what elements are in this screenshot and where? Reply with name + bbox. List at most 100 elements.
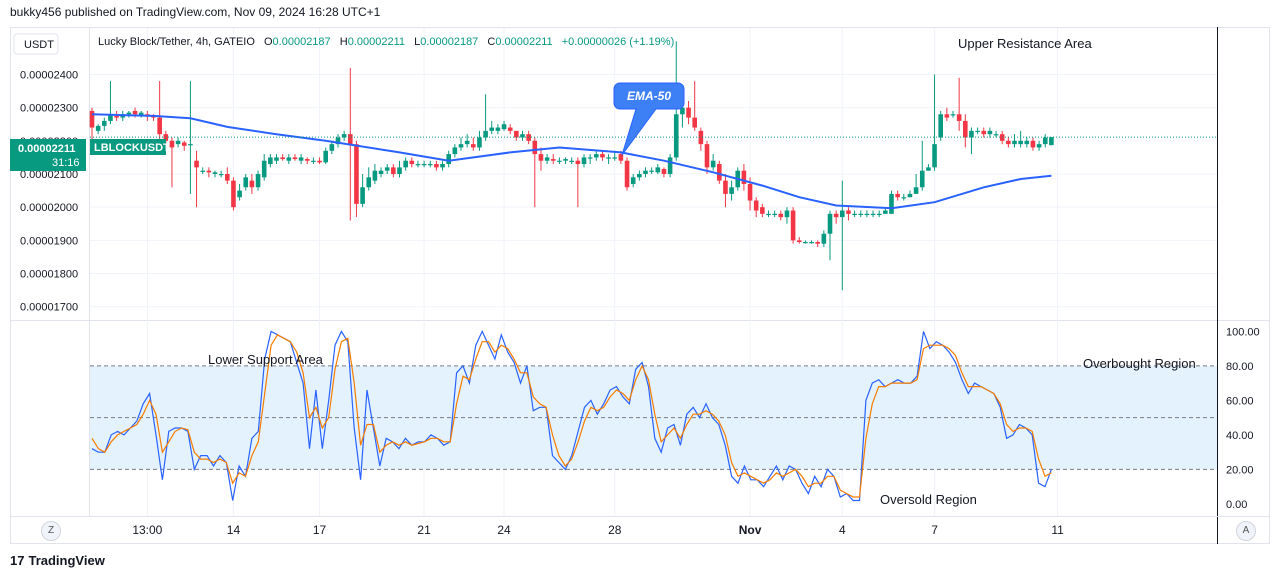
publisher-info: bukky456 published on TradingView.com, N… xyxy=(10,5,381,19)
candle-body xyxy=(753,200,759,211)
currency-label: USDT xyxy=(24,39,54,51)
candle-body xyxy=(803,242,808,244)
candle-body xyxy=(458,144,464,148)
candle-body xyxy=(692,117,697,128)
ema50-line xyxy=(91,113,1052,210)
candle-body xyxy=(378,170,384,174)
lower-support-label: Lower Support Area xyxy=(208,352,324,367)
price-axis-ticks: 0.000024000.000023000.000022000.00002100… xyxy=(20,69,78,313)
candle-body xyxy=(913,187,919,194)
time-tick-label: 11 xyxy=(1051,523,1064,537)
candle-body xyxy=(1049,137,1054,146)
candle-body xyxy=(987,130,993,135)
candle-body xyxy=(606,157,611,159)
time-tick-label: 14 xyxy=(227,523,241,537)
candle-body xyxy=(889,193,894,214)
candle-body xyxy=(919,170,925,188)
candle-body xyxy=(815,242,820,244)
candle-body xyxy=(981,130,987,135)
candle-body xyxy=(1012,140,1017,145)
last-price-tag: 0.00002211 31:16 LBLOCKUSDT xyxy=(10,139,170,171)
candle-body xyxy=(772,213,777,216)
candle-body xyxy=(255,174,261,188)
candle-body xyxy=(415,164,421,166)
candle-body xyxy=(206,170,212,173)
candle-body xyxy=(114,115,119,118)
candle-body xyxy=(655,167,661,173)
candle-body xyxy=(304,159,310,161)
candle-body xyxy=(784,210,790,218)
candle-body xyxy=(108,114,113,121)
time-axis-ticks: 13:00 14 17 21 24 28 Nov 4 7 11 xyxy=(132,523,1064,537)
candle-body xyxy=(218,174,224,176)
oscillator-tick-label: 40.00 xyxy=(1226,430,1254,442)
candle-body xyxy=(409,160,415,165)
candle-body xyxy=(231,180,236,208)
candle-body xyxy=(637,174,642,178)
upper-resistance-label: Upper Resistance Area xyxy=(958,36,1092,51)
candle-body xyxy=(717,164,722,181)
candle-body xyxy=(827,213,833,234)
candle-body xyxy=(354,144,359,204)
candle-body xyxy=(532,140,538,155)
overbought-label: Overbought Region xyxy=(1083,356,1196,371)
candle-body xyxy=(852,213,857,216)
candle-body xyxy=(1018,140,1023,145)
tradingview-brand: TradingView xyxy=(28,553,105,568)
candle-body xyxy=(341,134,347,138)
candle-body xyxy=(975,130,980,133)
candle-body xyxy=(348,134,353,145)
legend-change: +0.00000026 (+1.19%) xyxy=(562,36,675,48)
candle-body xyxy=(249,180,255,188)
candle-body xyxy=(581,157,587,165)
candle-body xyxy=(323,150,328,163)
candle-body xyxy=(317,160,322,163)
candle-body xyxy=(667,157,673,174)
candle-body xyxy=(384,167,390,171)
candle-body xyxy=(569,160,574,162)
candle-body xyxy=(938,114,943,138)
price-tick-label: 0.00001900 xyxy=(20,235,78,247)
zoom-button[interactable]: Z xyxy=(41,521,61,541)
candle-body xyxy=(397,167,402,174)
legend-close-label: C xyxy=(487,36,495,48)
candle-body xyxy=(612,157,618,159)
candle-body xyxy=(360,187,365,204)
candle-body xyxy=(225,174,230,181)
price-tick-label: 0.00002000 xyxy=(20,202,78,214)
candle-body xyxy=(778,213,784,218)
time-tick-label: 21 xyxy=(417,523,431,537)
time-tick-label: 17 xyxy=(313,523,327,537)
candle-body xyxy=(680,107,685,115)
candle-body xyxy=(538,154,544,161)
candle-body xyxy=(698,130,704,145)
candle-body xyxy=(507,127,513,131)
candle-body xyxy=(1030,140,1036,148)
candle-body xyxy=(311,160,316,162)
candle-body xyxy=(858,213,864,216)
candle-body xyxy=(366,177,372,188)
candle-body xyxy=(292,157,298,160)
candle-body xyxy=(796,240,802,243)
candle-body xyxy=(489,127,495,131)
time-tick-label: 24 xyxy=(497,523,511,537)
last-price-value: 0.00002211 xyxy=(18,143,76,155)
price-tick-label: 0.00002400 xyxy=(20,69,78,81)
candlestick-series[interactable] xyxy=(89,41,1054,291)
oscillator-tick-label: 80.00 xyxy=(1226,361,1254,373)
candle-body xyxy=(138,112,144,116)
candle-body xyxy=(194,160,199,168)
candle-body xyxy=(188,144,193,146)
ema-callout-text: EMA-50 xyxy=(627,89,671,103)
candle-body xyxy=(557,160,562,162)
candle-body xyxy=(630,177,636,184)
auto-scale-button[interactable]: A xyxy=(1236,521,1256,541)
candle-body xyxy=(747,183,753,201)
candle-body xyxy=(790,210,796,241)
currency-button[interactable]: USDT xyxy=(13,33,59,55)
candle-body xyxy=(876,213,882,216)
candle-body xyxy=(760,207,765,214)
candle-body xyxy=(624,160,630,188)
candle-body xyxy=(440,164,445,168)
